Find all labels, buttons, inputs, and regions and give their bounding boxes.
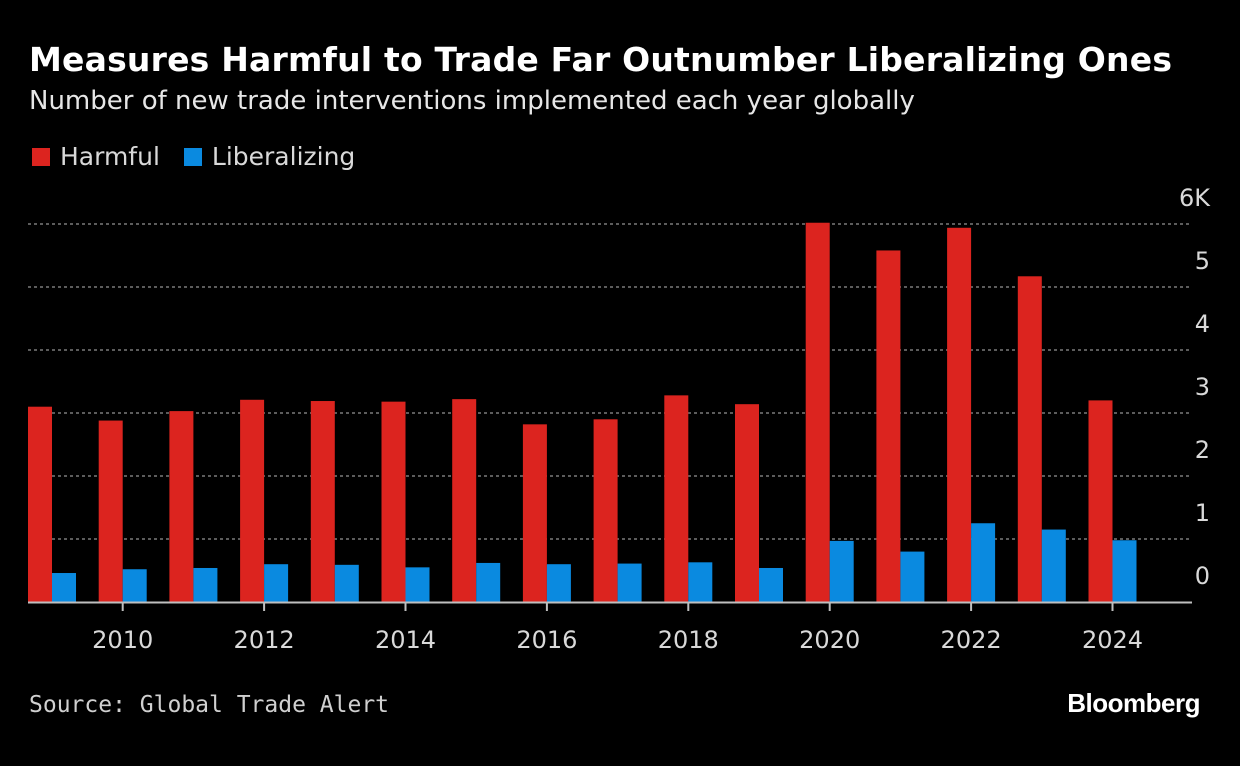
bar-liberalizing-2016 [546, 564, 571, 602]
bar-harmful-2011 [169, 411, 194, 602]
bar-liberalizing-2022 [971, 523, 996, 602]
y-tick-label-4000: 4 [1195, 310, 1210, 338]
bar-harmful-2024 [1088, 400, 1113, 602]
source-note: Source: Global Trade Alert [29, 692, 390, 718]
y-tick-label-1000: 1 [1195, 499, 1210, 527]
legend-swatch-harmful [32, 147, 50, 166]
bar-harmful-2016 [522, 424, 547, 602]
bar-harmful-2014 [381, 401, 406, 602]
x-tick-label-2012: 2012 [234, 626, 295, 654]
bar-liberalizing-2012 [264, 564, 289, 602]
legend-item-liberalizing: Liberalizing [183, 142, 356, 171]
bar-harmful-2015 [452, 399, 477, 602]
bar-harmful-2019 [735, 404, 759, 602]
bar-liberalizing-2017 [617, 563, 642, 602]
x-tick-label-2010: 2010 [92, 626, 153, 654]
chart-title: Measures Harmful to Trade Far Outnumber … [29, 40, 1173, 79]
y-tick-label-2000: 2 [1195, 436, 1210, 464]
bar-liberalizing-2018 [688, 562, 713, 602]
legend-label-harmful: Harmful [60, 142, 160, 171]
bar-liberalizing-2013 [334, 564, 359, 602]
bars [28, 222, 1137, 603]
bar-harmful-2020 [805, 222, 830, 603]
x-tick-label-2014: 2014 [375, 626, 436, 654]
legend-label-liberalizing: Liberalizing [211, 142, 356, 171]
bar-liberalizing-2015 [476, 562, 501, 602]
bar-liberalizing-2009 [52, 573, 76, 602]
bar-harmful-2010 [98, 420, 123, 602]
bar-harmful-2017 [593, 419, 618, 602]
bar-liberalizing-2019 [759, 567, 783, 602]
bar-harmful-2021 [876, 250, 901, 602]
y-tick-label-0: 0 [1195, 562, 1210, 590]
bar-harmful-2023 [1017, 276, 1042, 602]
legend-item-harmful: Harmful [32, 142, 160, 171]
y-tick-label-6000: 6K [1179, 184, 1211, 212]
legend-swatch-liberalizing [183, 147, 202, 166]
bar-liberalizing-2020 [829, 540, 854, 602]
bar-liberalizing-2011 [193, 567, 218, 602]
y-tick-label-3000: 3 [1195, 373, 1210, 401]
bar-harmful-2009 [28, 406, 52, 602]
bar-liberalizing-2021 [900, 551, 925, 602]
legend: Harmful Liberalizing [32, 142, 379, 171]
x-tick-label-2018: 2018 [658, 626, 719, 654]
bar-harmful-2022 [947, 227, 972, 602]
y-tick-label-5000: 5 [1195, 247, 1210, 275]
x-tick-label-2016: 2016 [516, 626, 577, 654]
bar-harmful-2012 [240, 399, 265, 602]
x-tick-label-2024: 2024 [1082, 626, 1143, 654]
bloomberg-logo: Bloomberg [1067, 688, 1200, 718]
chart-subtitle: Number of new trade interventions implem… [29, 86, 915, 116]
bar-liberalizing-2023 [1041, 529, 1066, 602]
bar-liberalizing-2024 [1112, 540, 1137, 602]
x-tick-label-2022: 2022 [941, 626, 1002, 654]
bar-harmful-2013 [310, 401, 335, 602]
bar-liberalizing-2010 [122, 569, 147, 602]
axes: 0 1 2 3 4 5 6K 2010 2012 2014 2016 2018 2020 2022 2024 [28, 184, 1211, 654]
bar-liberalizing-2014 [405, 567, 430, 602]
x-tick-label-2020: 2020 [799, 626, 860, 654]
bar-harmful-2018 [664, 395, 689, 602]
